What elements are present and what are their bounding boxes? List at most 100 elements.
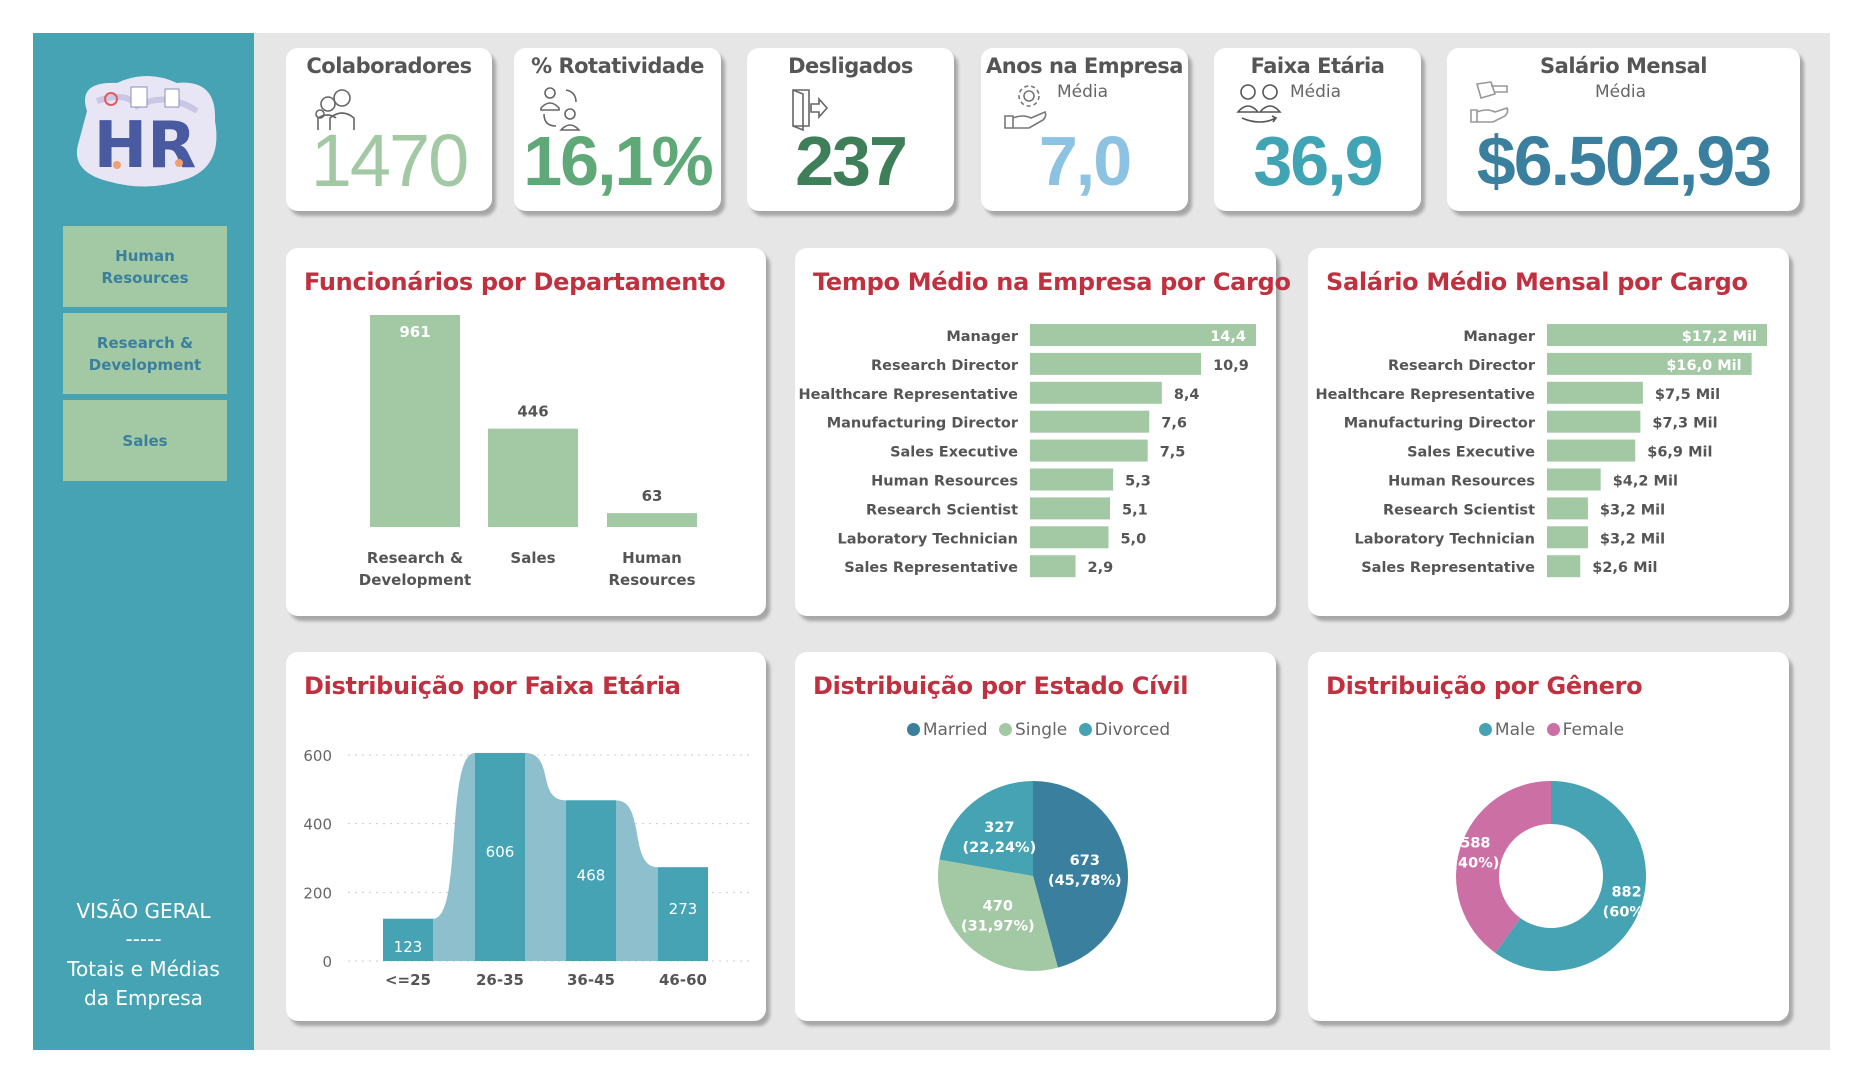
exit-door-icon xyxy=(792,89,829,132)
bar xyxy=(1547,526,1588,549)
panel-funcionarios-departamento: Funcionários por Departamento 961 Researc… xyxy=(286,248,766,616)
hr-logo: HR xyxy=(76,76,217,187)
bar xyxy=(1547,324,1767,346)
category-label: Development xyxy=(359,571,471,589)
category-label: Sales Representative xyxy=(1361,560,1535,576)
data-label: 468 xyxy=(577,867,606,885)
sidebar: HR Human Resources Research & Developmen… xyxy=(33,33,254,1050)
category-label: 26-35 xyxy=(476,971,524,989)
category-label: Manager xyxy=(946,329,1019,345)
bar xyxy=(1547,439,1636,462)
category-label: Research & xyxy=(367,549,463,567)
gender-donut: 882 (60%) 588 (40%) xyxy=(1451,781,1651,971)
legend-label: Married xyxy=(922,720,988,740)
data-label: 7,6 xyxy=(1161,416,1187,432)
bar xyxy=(658,867,708,961)
category-label: Healthcare Representative xyxy=(1316,387,1536,403)
data-label: 10,9 xyxy=(1213,358,1249,374)
bar xyxy=(1030,439,1148,462)
category-label: 36-45 xyxy=(567,971,615,989)
kpi-card-colaboradores: Colaboradores 1470 xyxy=(286,48,492,211)
bar xyxy=(1030,410,1150,433)
kpi-subtitle: Média xyxy=(1595,82,1647,102)
category-label: Sales Representative xyxy=(844,560,1018,576)
legend-marker-male xyxy=(1478,723,1492,736)
data-label: $16,0 Mil xyxy=(1666,358,1741,374)
data-label: $3,2 Mil xyxy=(1600,502,1665,518)
category-label: Laboratory Technician xyxy=(837,531,1018,547)
bar xyxy=(475,752,525,961)
kpi-title: Faixa Etária xyxy=(1250,54,1385,78)
ribbon-area xyxy=(383,752,708,961)
legend-label: Male xyxy=(1494,720,1536,740)
kpi-value: 237 xyxy=(795,122,908,200)
money-hand-icon xyxy=(1470,81,1509,123)
slice-value-label: 327 xyxy=(984,820,1014,836)
slice-female xyxy=(1456,781,1551,953)
slice-single xyxy=(938,859,1058,971)
kpi-title: Salário Mensal xyxy=(1540,54,1707,78)
category-label: Human Resources xyxy=(1388,474,1535,490)
chart-legend: Married Single Divorced xyxy=(795,720,1276,740)
slice-male xyxy=(1495,781,1646,971)
turnover-icon xyxy=(540,87,581,131)
kpi-subtitle: Média xyxy=(1290,82,1342,102)
panel-genero: Distribuição por Gênero Male Female 882 (… xyxy=(1308,652,1789,1021)
slice-percent-label: (40%) xyxy=(1451,855,1499,871)
bar xyxy=(566,800,616,961)
y-tick-label: 200 xyxy=(303,884,332,902)
data-label: $17,2 Mil xyxy=(1682,329,1757,345)
data-label: 14,4 xyxy=(1210,329,1246,345)
category-label: Manufacturing Director xyxy=(827,416,1019,432)
category-label: Sales xyxy=(510,549,555,567)
data-label: 123 xyxy=(394,938,423,956)
y-tick-label: 0 xyxy=(322,953,332,971)
section-divider: ----- xyxy=(125,927,162,951)
data-label: 5,0 xyxy=(1120,531,1146,547)
data-label: $6,9 Mil xyxy=(1647,445,1712,461)
kpi-value: 7,0 xyxy=(1038,122,1132,200)
kpi-card-desligados: Desligados 237 xyxy=(747,48,954,211)
slice-percent-label: (22,24%) xyxy=(963,840,1037,856)
kpi-value: 16,1% xyxy=(523,122,713,200)
data-label: $3,2 Mil xyxy=(1600,531,1665,547)
data-label: 7,5 xyxy=(1160,445,1186,461)
bar xyxy=(1547,381,1643,404)
bar xyxy=(1547,555,1581,578)
slice-value-label: 588 xyxy=(1460,835,1490,851)
kpi-card-rotatividade: % Rotatividade 16,1% xyxy=(514,48,721,211)
kpi-card-faixa-etaria: Faixa Etária Média 36,9 xyxy=(1214,48,1421,211)
bar xyxy=(1547,468,1601,491)
kpi-value: 36,9 xyxy=(1253,122,1383,200)
data-label: 63 xyxy=(642,487,663,505)
data-label: 446 xyxy=(517,403,548,421)
section-subtitle-line1: Totais e Médias xyxy=(67,957,220,981)
category-label: Resources xyxy=(608,571,695,589)
slice-value-label: 673 xyxy=(1070,853,1100,869)
filter-button-sales[interactable]: Sales xyxy=(63,400,227,481)
filter-button-research-development[interactable]: Research & Development xyxy=(63,313,227,394)
slice-divorced xyxy=(939,781,1033,876)
bar xyxy=(1030,497,1111,520)
bar xyxy=(1030,324,1256,346)
panel-estado-civil: Distribuição por Estado Cívil Married Si… xyxy=(795,652,1276,1021)
legend-label: Divorced xyxy=(1094,720,1171,740)
kpi-title: Anos na Empresa xyxy=(986,54,1183,78)
age-icon xyxy=(1236,84,1282,123)
bar xyxy=(1547,497,1588,520)
legend-marker-married xyxy=(906,723,920,736)
data-label: 5,1 xyxy=(1122,502,1148,518)
legend-label: Single xyxy=(1014,720,1068,740)
category-label: Laboratory Technician xyxy=(1354,531,1535,547)
filter-button-human-resources[interactable]: Human Resources xyxy=(63,226,227,307)
chart-title: Tempo Médio na Empresa por Cargo xyxy=(813,268,1291,296)
bar xyxy=(1030,352,1202,375)
data-label: $4,2 Mil xyxy=(1613,474,1678,490)
bar xyxy=(370,315,460,527)
category-label: Sales Executive xyxy=(890,445,1018,461)
legend-marker-female xyxy=(1546,723,1560,736)
kpi-title: % Rotatividade xyxy=(531,54,704,78)
bar xyxy=(1030,468,1114,491)
age-distribution-chart: 0 200 400 600 123 <=25 606 26-35 468 36-45 273 46-6… xyxy=(303,747,750,989)
kpi-value: 1470 xyxy=(310,119,470,202)
